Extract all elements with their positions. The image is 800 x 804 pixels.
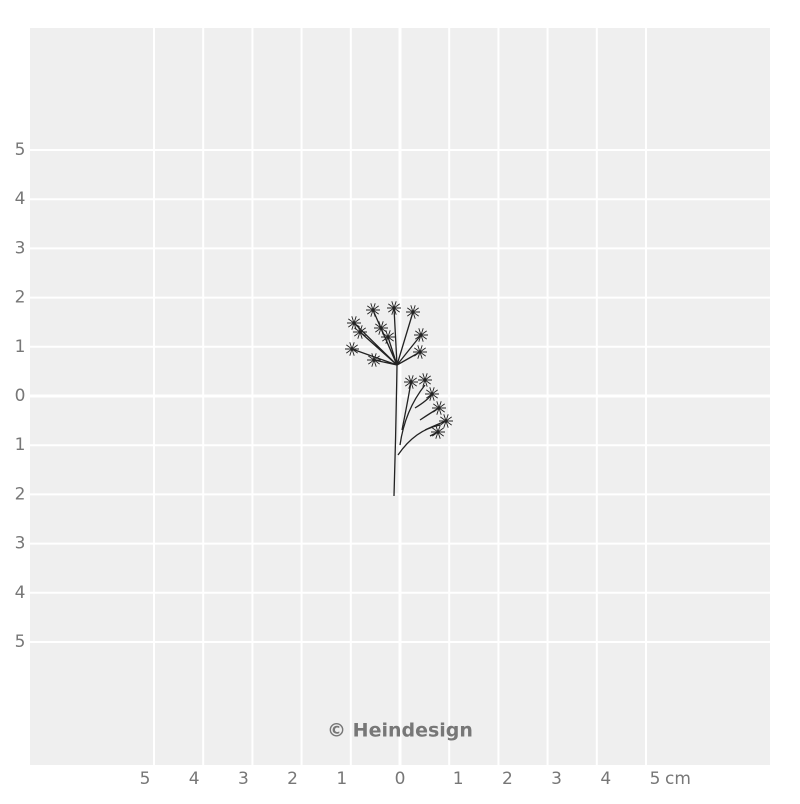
flower-head <box>347 316 361 330</box>
flower-head <box>413 345 427 359</box>
left-scale-label: 3 <box>15 534 26 554</box>
bottom-scale-label: 1 <box>336 769 347 789</box>
bottom-scale-label: 0 <box>395 769 406 789</box>
flower-head <box>439 414 453 428</box>
bottom-scale-label: 3 <box>238 769 249 789</box>
left-scale-label: 2 <box>15 484 26 504</box>
left-scale-label: 1 <box>15 337 26 357</box>
left-scale-label: 1 <box>15 435 26 455</box>
unit-label: cm <box>665 769 691 789</box>
bottom-scale-label: 2 <box>502 769 513 789</box>
left-scale-label: 4 <box>15 583 26 603</box>
grid <box>30 28 770 790</box>
flower-head <box>366 303 380 317</box>
flower-head <box>425 387 439 401</box>
flower-head <box>406 305 420 319</box>
flower-head <box>374 321 388 335</box>
flower-head <box>414 328 428 342</box>
flower-head <box>404 375 418 389</box>
flower-head <box>431 425 445 439</box>
bottom-scale-label: 3 <box>551 769 562 789</box>
left-scale-label: 5 <box>15 140 26 160</box>
flower-head <box>353 325 367 339</box>
left-scale-label: 2 <box>15 288 26 308</box>
left-scale-label: 4 <box>15 189 26 209</box>
bottom-scale-label: 5 <box>650 769 661 789</box>
bottom-scale-label: 5 <box>140 769 151 789</box>
bottom-scale-label: 2 <box>287 769 298 789</box>
flower-head <box>418 373 432 387</box>
left-scale-label: 0 <box>15 386 26 406</box>
left-scale-label: 3 <box>15 238 26 258</box>
flower-head <box>367 353 381 367</box>
left-scale-label: 5 <box>15 632 26 652</box>
flower-head <box>387 301 401 315</box>
bottom-scale-label: 4 <box>600 769 611 789</box>
bottom-scale-label: 4 <box>189 769 200 789</box>
flower-head <box>381 330 395 344</box>
plant-drawing <box>345 301 453 497</box>
copyright: © Heindesign <box>327 720 473 742</box>
flower-head <box>345 342 359 356</box>
flower-head <box>432 401 446 415</box>
bottom-scale-label: 1 <box>453 769 464 789</box>
